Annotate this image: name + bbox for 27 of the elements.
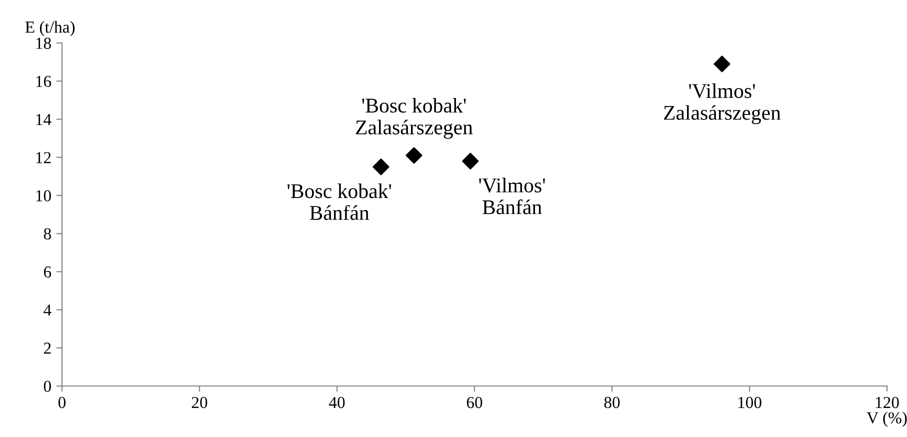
y-tick-label: 10 bbox=[36, 190, 51, 202]
annotation: 'Vilmos' Zalasárszegen bbox=[664, 83, 781, 124]
x-tick-label: 100 bbox=[738, 396, 762, 408]
point bbox=[462, 152, 479, 170]
x-axis-title: V (%) bbox=[866, 412, 907, 427]
x-tick-label: 80 bbox=[604, 396, 620, 408]
y-tick-label: 0 bbox=[44, 380, 51, 392]
y-tick-label: 4 bbox=[44, 304, 52, 316]
annotation: 'Vilmos' Bánfán bbox=[479, 178, 545, 214]
point bbox=[406, 147, 422, 164]
x-tick-label: 20 bbox=[192, 396, 208, 408]
x-tick-label: 0 bbox=[58, 396, 66, 408]
y-axis-title: E (t/ha) bbox=[25, 21, 75, 36]
annotation: 'Bosc kobak' Zalasárszegen bbox=[356, 98, 473, 139]
x-tick-label: 40 bbox=[328, 396, 345, 408]
y-tick-label: 16 bbox=[36, 76, 52, 88]
x-tick-label: 120 bbox=[876, 396, 899, 408]
y-tick-label: 2 bbox=[44, 342, 51, 354]
y-tick-label: 14 bbox=[36, 114, 52, 126]
y-tick-label: 18 bbox=[36, 38, 51, 49]
point bbox=[714, 56, 730, 72]
point bbox=[372, 158, 390, 176]
y-tick-label: 6 bbox=[44, 266, 52, 278]
y-tick-label: 12 bbox=[36, 152, 51, 164]
annotation: 'Bosc kobak' Bánfán bbox=[288, 184, 392, 220]
x-tick-label: 60 bbox=[466, 396, 482, 408]
y-tick-label: 8 bbox=[44, 228, 51, 240]
